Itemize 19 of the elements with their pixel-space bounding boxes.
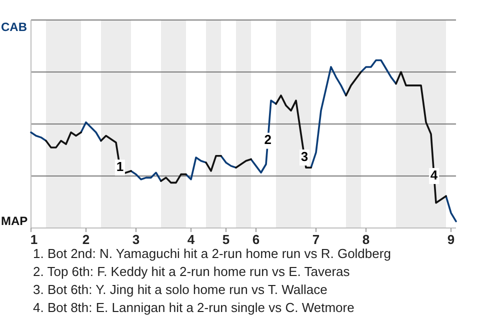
annotation: 4 <box>430 167 438 182</box>
text: 2. Top 6th: F. Keddy hit a 2-run home run vs E. Taveras <box>33 264 350 279</box>
annotation: 2 <box>264 132 272 148</box>
annotation: 1 <box>116 159 124 174</box>
text: MAP <box>1 214 28 228</box>
x-tick-label: 1 <box>30 232 38 247</box>
x-tick-label: 2 <box>82 232 90 247</box>
x-tick-label: 9 <box>447 232 455 247</box>
text: 4. Bot 8th: E. Lannigan hit a 2-run single vs C. Wetmore <box>33 300 354 315</box>
x-tick-label: 5 <box>222 232 230 247</box>
x-tick-label: 6 <box>252 232 260 247</box>
text: 1. Bot 2nd: N. Yamaguchi hit a 2-run home run vs R. Goldberg <box>33 246 391 261</box>
x-tick-label: 4 <box>187 232 196 247</box>
text: CAB <box>1 20 28 34</box>
x-tick-label: 7 <box>312 232 320 247</box>
text: 3. Bot 6th: Y. Jing hit a solo home run vs T. Wallace <box>33 282 328 297</box>
annotation: 3 <box>300 148 308 164</box>
x-tick-label: 3 <box>132 232 140 247</box>
x-tick-label: 8 <box>362 232 370 247</box>
